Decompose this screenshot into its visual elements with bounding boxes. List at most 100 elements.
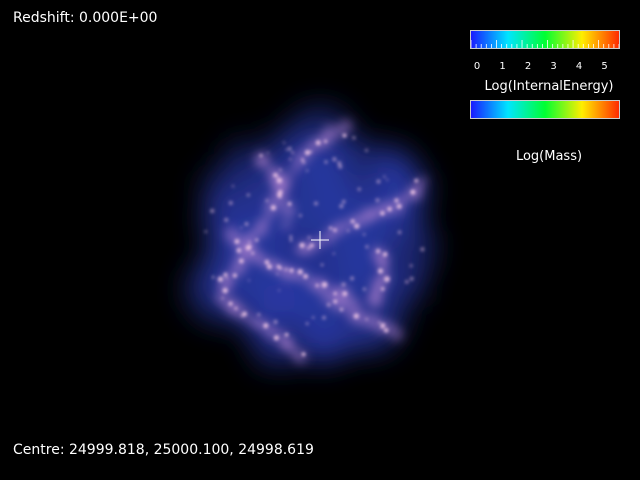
gas-knot — [239, 258, 244, 264]
gas-knot — [384, 276, 390, 282]
gas-speckle — [409, 264, 413, 268]
gas-speckle — [287, 146, 292, 151]
filament-segment — [368, 206, 381, 219]
gas-knot — [228, 301, 233, 306]
gas-speckle — [311, 316, 315, 319]
mass-colorbar — [470, 100, 620, 119]
gas-speckle — [244, 221, 249, 227]
gas-speckle — [224, 217, 229, 222]
gas-speckle — [341, 199, 346, 204]
gas-speckle — [291, 151, 294, 155]
diffuse-gas-puff — [320, 259, 341, 280]
filament-segment — [367, 293, 381, 307]
gas-speckle — [383, 254, 386, 257]
gas-knot — [329, 226, 333, 230]
gas-knot — [342, 133, 347, 138]
gas-speckle — [339, 204, 344, 209]
gas-knot — [339, 307, 344, 312]
gas-knot — [297, 269, 303, 275]
gas-knot — [236, 248, 242, 253]
diffuse-gas-puff — [330, 132, 359, 161]
gas-speckle — [211, 275, 215, 279]
internal-energy-colorbar-title: Log(InternalEnergy) — [484, 79, 614, 94]
gas-knot — [251, 251, 255, 255]
gas-speckle — [225, 276, 229, 280]
gas-speckle — [285, 148, 288, 151]
diffuse-gas-puff — [267, 128, 281, 141]
gas-speckle — [420, 247, 425, 252]
gas-knot — [350, 219, 355, 224]
gas-knot — [315, 283, 319, 288]
gas-knot — [307, 246, 311, 250]
gas-speckle — [306, 169, 309, 172]
internal-energy-tick-label: 1 — [499, 61, 506, 72]
gas-speckle — [240, 226, 243, 229]
gas-speckle — [375, 198, 380, 203]
gas-knot — [278, 266, 282, 270]
gas-speckle — [299, 214, 302, 218]
gas-speckle — [246, 193, 250, 197]
gas-knot — [380, 325, 384, 329]
internal-energy-tick-label: 3 — [550, 61, 557, 72]
gas-speckle — [383, 175, 386, 178]
gas-knot — [263, 323, 269, 329]
gas-knot — [309, 243, 314, 248]
filament-segment — [396, 193, 408, 206]
gas-knot — [333, 228, 337, 232]
diffuse-gas-puff — [248, 280, 263, 294]
gas-knot — [380, 210, 385, 216]
gas-speckle — [314, 201, 318, 206]
diffuse-gas-puff — [415, 230, 436, 250]
gas-knot — [315, 140, 321, 146]
gas-knot — [276, 177, 283, 184]
gas-knot — [303, 274, 308, 279]
gas-speckle — [265, 199, 269, 203]
gas-speckle — [365, 317, 369, 321]
gas-knot — [234, 306, 238, 310]
diffuse-gas-puff — [396, 231, 415, 251]
internal-energy-tick-label: 0 — [473, 61, 481, 72]
gas-speckle — [337, 161, 342, 166]
gas-speckle — [278, 168, 282, 172]
gas-knot — [324, 139, 328, 143]
internal-energy-colorbar — [470, 30, 620, 49]
gas-speckle — [405, 280, 409, 284]
gas-knot — [342, 291, 348, 297]
gas-speckle — [284, 267, 289, 272]
gas-speckle — [257, 313, 261, 317]
gas-knot — [375, 249, 381, 254]
gas-knot — [289, 268, 294, 273]
filament-segment — [419, 176, 428, 185]
filament-segment — [293, 350, 308, 364]
gas-knot — [414, 178, 419, 183]
gas-knot — [301, 352, 306, 357]
gas-speckle — [362, 233, 366, 236]
gas-speckle — [386, 178, 389, 181]
internal-energy-tick-label: 5 — [601, 61, 608, 72]
gas-speckle — [289, 238, 293, 242]
gas-knot — [299, 242, 305, 248]
gas-speckle — [338, 164, 343, 169]
gas-speckle — [204, 230, 208, 233]
gas-speckle — [365, 245, 369, 249]
gas-speckle — [305, 322, 309, 326]
gas-speckle — [228, 201, 233, 205]
gas-knot — [255, 238, 259, 242]
gas-knot — [410, 189, 416, 195]
gas-speckle — [365, 148, 368, 152]
diffuse-gas-puff — [392, 306, 408, 322]
gas-knot — [273, 335, 279, 341]
gas-knot — [301, 158, 304, 161]
gas-speckle — [248, 240, 251, 244]
internal-energy-tick-label: 4 — [575, 61, 583, 72]
gas-knot — [387, 206, 392, 212]
gas-knot — [287, 202, 292, 206]
filament-segment — [337, 301, 346, 310]
gas-knot — [396, 203, 402, 209]
gas-speckle — [377, 321, 381, 325]
diffuse-gas-puff — [259, 289, 286, 316]
gas-speckle — [376, 179, 381, 184]
gas-knot — [217, 276, 224, 282]
internal-energy-tick-label: 2 — [524, 61, 532, 72]
